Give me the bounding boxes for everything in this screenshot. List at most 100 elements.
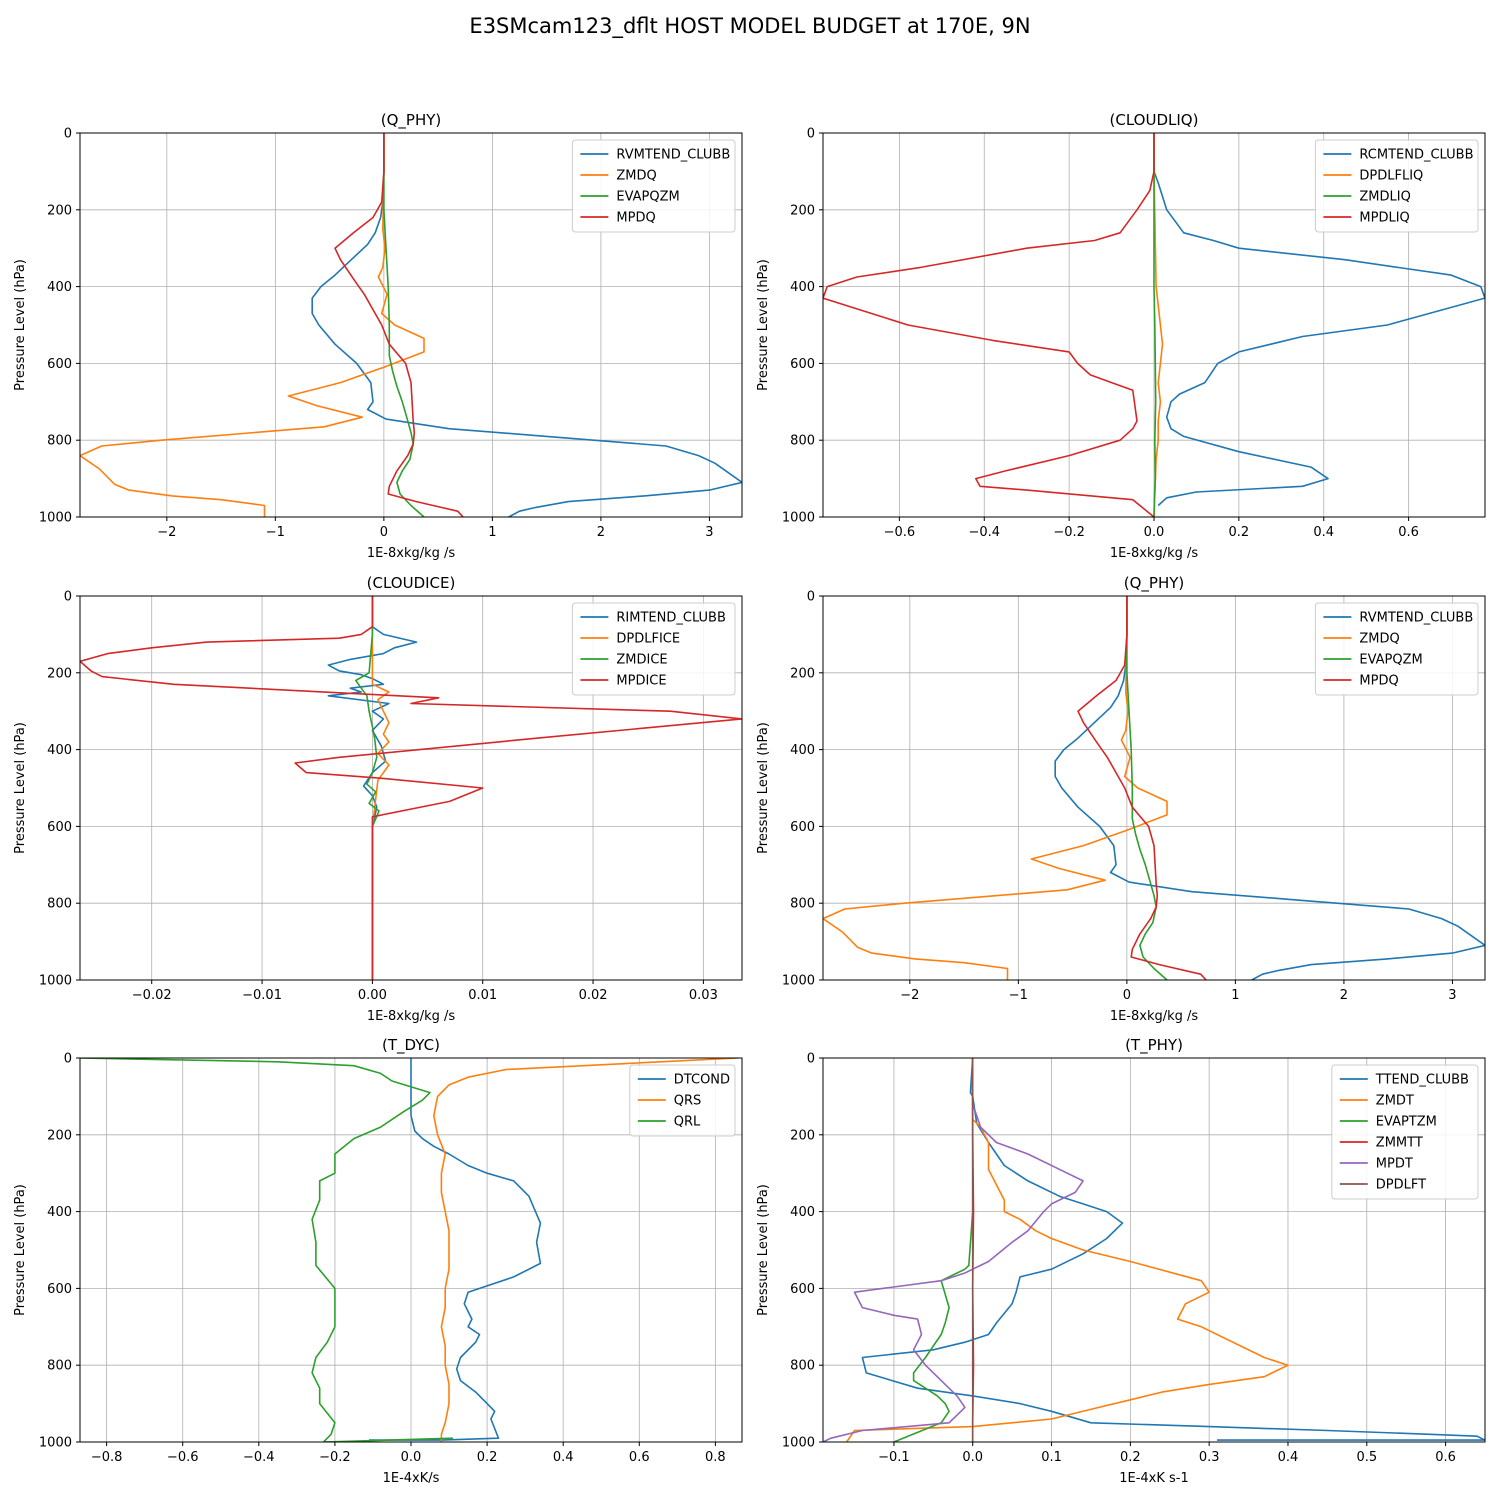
y-tick-label: 0 — [64, 590, 72, 605]
series-line-zmdliq — [1153, 133, 1157, 517]
x-tick-label: 0.6 — [1435, 1450, 1456, 1465]
legend-entry: RVMTEND_CLUBB — [616, 148, 730, 163]
legend: TTEND_CLUBB ZMDT EVAPTZM ZMMTT MPDT DPDLFT — [1331, 1064, 1479, 1200]
legend-entry: EVAPTZM — [1376, 1115, 1437, 1130]
series-line-dtcond — [369, 1058, 542, 1441]
legend-box — [571, 602, 736, 696]
x-tick-label: 0.8 — [705, 1450, 726, 1465]
x-tick-label: −1 — [266, 525, 285, 540]
x-tick-label: 0.01 — [468, 988, 497, 1003]
x-tick-label: 0 — [380, 525, 388, 540]
y-tick-label: 0 — [64, 1052, 72, 1067]
legend-entry: DPDLFICE — [616, 632, 680, 647]
x-axis-label: 1E-8xkg/kg /s — [1110, 1009, 1199, 1024]
chart-title: (Q_PHY) — [381, 111, 442, 130]
legend-entry: ZMDQ — [1359, 632, 1399, 647]
x-tick-label: −0.02 — [132, 988, 172, 1003]
x-tick-label: −1 — [1009, 988, 1028, 1003]
y-tick-label: 400 — [47, 1205, 72, 1220]
legend: RCMTEND_CLUBB DPDLFLIQ ZMDLIQ MPDLIQ — [1314, 139, 1479, 233]
y-tick-label: 0 — [807, 1052, 815, 1067]
y-tick-label: 200 — [47, 1128, 72, 1143]
y-tick-label: 600 — [790, 1282, 815, 1297]
x-tick-label: −0.1 — [878, 1450, 910, 1465]
y-axis-label: Pressure Level (hPa) — [13, 722, 28, 854]
legend-entry: ZMMTT — [1376, 1136, 1423, 1151]
chart-title: (CLOUDLIQ) — [1110, 111, 1199, 129]
y-axis-label: Pressure Level (hPa) — [756, 259, 771, 391]
figure-title: E3SMcam123_dflt HOST MODEL BUDGET at 170… — [469, 14, 1031, 38]
y-axis-label: Pressure Level (hPa) — [13, 1184, 28, 1316]
legend-entry: MPDT — [1376, 1157, 1413, 1172]
x-tick-label: 0.5 — [1356, 1450, 1377, 1465]
series-line-qrs — [432, 1058, 739, 1442]
x-tick-label: 0.6 — [1398, 525, 1419, 540]
plot-frame — [822, 595, 1486, 981]
series-line-mpdq — [334, 133, 464, 517]
legend-entry: RIMTEND_CLUBB — [616, 611, 726, 626]
x-tick-label: 2 — [1340, 988, 1348, 1003]
x-tick-label: −0.6 — [884, 525, 916, 540]
y-tick-label: 1000 — [782, 511, 815, 526]
y-tick-label: 400 — [47, 280, 72, 295]
x-tick-label: 0.1 — [1041, 1450, 1062, 1465]
chart-title: (T_DYC) — [382, 1036, 440, 1055]
y-tick-label: 400 — [790, 1205, 815, 1220]
x-tick-label: 0.2 — [1120, 1450, 1141, 1465]
x-tick-label: 2 — [597, 525, 605, 540]
y-tick-label: 1000 — [782, 974, 815, 989]
plot-frame — [79, 595, 743, 981]
legend-entry: DPDLFT — [1376, 1178, 1426, 1193]
y-tick-label: 600 — [47, 357, 72, 372]
y-tick-label: 200 — [790, 666, 815, 681]
chart-panel-6: −0.1 0.0 0.1 0.2 0.3 0.4 0.5 0.6 0 200 400 600 800 10… — [756, 1036, 1486, 1486]
series-line-evapqzm — [383, 133, 425, 517]
y-tick-label: 600 — [47, 820, 72, 835]
y-tick-label: 200 — [47, 666, 72, 681]
x-tick-label: −0.8 — [91, 1450, 123, 1465]
legend-entry: DPDLFLIQ — [1359, 169, 1423, 184]
y-axis-label: Pressure Level (hPa) — [13, 259, 28, 391]
y-tick-label: 800 — [790, 1359, 815, 1374]
chart-panel-3: −0.02 −0.01 0.00 0.01 0.02 0.03 0 200 400 600 800 1… — [13, 574, 743, 1024]
y-tick-label: 1000 — [782, 1436, 815, 1451]
series-line-rvmtend-clubb — [311, 133, 742, 517]
x-tick-label: 0.03 — [689, 988, 718, 1003]
y-tick-label: 0 — [64, 127, 72, 142]
series-line-dpdlfice — [371, 596, 390, 980]
x-tick-label: 0.4 — [1313, 525, 1334, 540]
y-tick-label: 0 — [807, 590, 815, 605]
y-tick-label: 200 — [47, 203, 72, 218]
x-tick-label: 0.0 — [962, 1450, 983, 1465]
x-axis-label: 1E-8xkg/kg /s — [1110, 546, 1199, 561]
chart-title: (CLOUDICE) — [367, 574, 456, 592]
y-tick-label: 400 — [790, 280, 815, 295]
legend-entry: TTEND_CLUBB — [1375, 1073, 1469, 1088]
y-tick-label: 1000 — [39, 1436, 72, 1451]
legend: RVMTEND_CLUBB ZMDQ EVAPQZM MPDQ — [571, 139, 736, 233]
x-tick-label: 1 — [488, 525, 496, 540]
y-axis-label: Pressure Level (hPa) — [756, 722, 771, 854]
chart-title: (Q_PHY) — [1124, 574, 1185, 593]
legend-entry: EVAPQZM — [1359, 653, 1422, 668]
legend-entry: DTCOND — [674, 1073, 730, 1088]
x-tick-label: 0.2 — [477, 1450, 498, 1465]
legend-box — [1314, 139, 1479, 233]
y-tick-label: 600 — [790, 820, 815, 835]
y-tick-label: 600 — [47, 1282, 72, 1297]
y-tick-label: 400 — [47, 743, 72, 758]
y-tick-label: 800 — [47, 1359, 72, 1374]
y-tick-label: 800 — [47, 434, 72, 449]
x-tick-label: 0.2 — [1229, 525, 1250, 540]
legend-entry: QRS — [674, 1094, 702, 1109]
y-axis-label: Pressure Level (hPa) — [756, 1184, 771, 1316]
series-line-evaptzm — [893, 1058, 974, 1442]
series-line-evapqzm — [1126, 596, 1168, 980]
plot-frame — [822, 1057, 1486, 1443]
legend-box — [629, 1064, 736, 1137]
x-tick-label: 0.4 — [1278, 1450, 1299, 1465]
y-tick-label: 800 — [47, 897, 72, 912]
series-line-qrl — [80, 1058, 453, 1442]
series-line-mpdice — [80, 596, 742, 980]
